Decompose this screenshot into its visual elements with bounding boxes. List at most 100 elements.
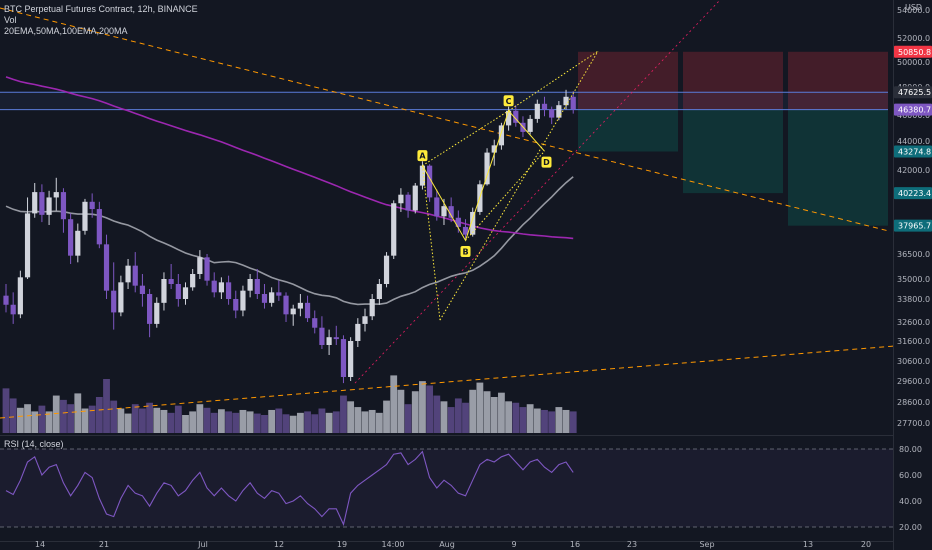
- volume-bar: [268, 409, 276, 433]
- short-position-2-reward: [683, 109, 783, 194]
- short-position-3-reward: [788, 109, 888, 226]
- time-tick-label: Aug: [439, 540, 455, 549]
- price-tag-label: 46380.7: [898, 106, 931, 115]
- volume-bar: [490, 397, 498, 433]
- candle-body: [563, 96, 569, 106]
- volume-bar: [304, 411, 311, 433]
- price-tick-label: 32600.0: [897, 318, 930, 327]
- candle-body: [82, 201, 88, 231]
- volume-bar: [174, 405, 182, 433]
- volume-bar: [433, 395, 441, 433]
- candle-body: [319, 327, 325, 345]
- volume-bar: [253, 413, 261, 433]
- candle-body: [383, 255, 390, 284]
- short-positions: [578, 51, 888, 226]
- volume-bar: [390, 375, 398, 433]
- candle-body: [39, 192, 45, 215]
- candle-body: [484, 152, 490, 185]
- rsi-tick-label: 60.00: [899, 471, 922, 480]
- volume-bar: [203, 407, 211, 433]
- candle-body: [46, 197, 52, 215]
- price-tick-label: 54000.0: [897, 6, 930, 15]
- candles: [3, 89, 576, 384]
- candle-body: [197, 257, 203, 274]
- volume-bar: [296, 412, 304, 433]
- volume-bar: [261, 415, 268, 433]
- candle-body: [147, 294, 153, 324]
- candle-body: [405, 194, 411, 211]
- volume-bar: [67, 404, 75, 433]
- volume-bar: [411, 391, 419, 433]
- candle-body: [269, 292, 275, 303]
- pattern-point-c-label: C: [506, 97, 512, 106]
- ma-purple-line: [5, 76, 574, 240]
- short-position-1-risk: [578, 51, 678, 110]
- candle-body: [211, 280, 217, 293]
- candle-body: [290, 308, 296, 315]
- pattern-point-a-marker: [417, 150, 428, 162]
- volume-bar: [519, 407, 527, 433]
- volume-bar: [218, 409, 225, 433]
- time-tick-label: 16: [570, 540, 580, 549]
- price-tick-label: 29600.0: [897, 377, 930, 386]
- candle-body: [168, 279, 174, 284]
- candle-body: [154, 302, 160, 324]
- time-tick-label: 14:00: [381, 540, 404, 549]
- volume-bar: [289, 415, 297, 433]
- volume-bar: [282, 414, 290, 433]
- candle-body: [570, 96, 576, 110]
- volume-bar: [239, 409, 247, 433]
- volume-bar: [347, 401, 355, 433]
- projection-line: [508, 50, 599, 112]
- candle-body: [17, 277, 23, 315]
- volume-bar: [45, 411, 53, 433]
- candle-body: [32, 192, 38, 214]
- volume-bar: [124, 413, 132, 433]
- candle-body: [60, 192, 67, 220]
- volume-bar: [189, 411, 197, 433]
- volume-bar: [60, 399, 67, 433]
- price-tag-bg: [894, 219, 932, 232]
- price-tick-label: 33800.0: [897, 295, 930, 304]
- volume-bar: [404, 404, 412, 433]
- volume-bar: [103, 379, 110, 433]
- volume-bar: [160, 409, 168, 433]
- volume-bar: [167, 412, 175, 433]
- volume-bar: [153, 407, 161, 433]
- candle-body: [498, 125, 505, 146]
- candle-body: [326, 337, 332, 345]
- volume-bar: [383, 400, 390, 433]
- candle-body: [312, 318, 318, 328]
- volume-bar: [340, 395, 347, 433]
- volume-bar: [375, 412, 383, 433]
- volume-bar: [95, 397, 103, 433]
- candle-body: [441, 206, 447, 217]
- candle-body: [111, 290, 117, 313]
- candle-body: [24, 213, 31, 278]
- trend-lines: [0, 0, 932, 419]
- volume-bar: [318, 408, 326, 433]
- price-tick-label: 42000.0: [897, 166, 930, 175]
- price-tick-label: 52000.0: [897, 34, 930, 43]
- volume-bar: [505, 401, 512, 433]
- candle-body: [549, 109, 555, 118]
- candle-body: [434, 197, 440, 217]
- volume-bar: [541, 409, 548, 433]
- short-position-3-risk: [788, 51, 888, 110]
- volume-bar: [88, 405, 96, 433]
- volume-bar: [332, 411, 340, 433]
- ma-gray-line: [5, 176, 574, 306]
- volume-bar: [110, 400, 118, 433]
- time-tick-label: Jul: [197, 540, 208, 549]
- candle-body: [204, 257, 210, 281]
- volume-bar: [9, 398, 17, 433]
- candle-body: [132, 265, 138, 286]
- candle-body: [412, 185, 418, 211]
- time-tick-label: 13: [803, 540, 813, 549]
- rsi-legend: RSI (14, close): [4, 439, 64, 449]
- price-tick-label: 31600.0: [897, 337, 930, 346]
- candle-body: [3, 295, 9, 305]
- time-tick-label: 14: [35, 540, 45, 549]
- volume-bar: [232, 412, 240, 433]
